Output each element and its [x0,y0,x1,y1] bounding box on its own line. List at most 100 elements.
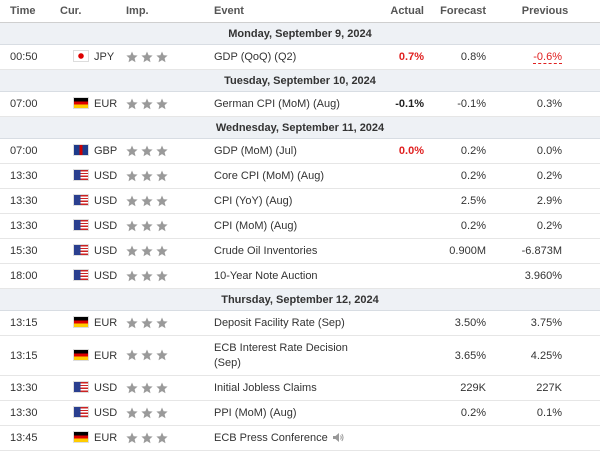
column-header: Event [206,0,365,23]
forecast-cell: 0.900M [428,238,490,264]
event-cell: Crude Oil Inventories [206,238,365,264]
time: 13:30 [0,375,60,401]
importance-star [156,195,168,206]
event-cell: ECB Press Conference [206,425,365,451]
event-row: 15:30 USD Crude Oil Inventories 0.900M -6.87… [0,238,600,264]
event: CPI (MoM) (Aug) [214,219,298,232]
event-cell: ECB Interest Rate Decision (Sep) [206,335,365,376]
event-row: 00:50 JPY GDP (QoQ) (Q2) 0.7% 0.8% -0.6% [0,44,600,70]
importance-star [126,145,138,156]
previous-cell: 0.0% [490,138,600,164]
column-header: Forecast [428,0,490,23]
currency-cell: EUR [60,425,126,451]
event-row: 13:15 EUR Deposit Facility Rate (Sep) 3.50%… [0,310,600,336]
forecast: 0.2% [460,170,486,182]
flag [74,195,88,205]
actual-cell [365,400,428,426]
forecast: 0.8% [460,51,486,63]
actual-cell [365,163,428,189]
currency: EUR [94,349,118,362]
importance-star [141,145,153,156]
currency-cell: USD [60,213,126,239]
actual-cell: 0.0% [365,138,428,164]
time: 15:30 [0,238,60,264]
actual: -0.1% [395,98,424,110]
importance-star [126,98,138,109]
forecast: 3.50% [454,317,486,329]
table-body: Monday, September 9, 2024 00:50 JPY GDP (Qo… [0,22,600,454]
currency: USD [94,382,118,394]
time: 13:30 [0,213,60,239]
currency-cell: EUR [60,91,126,117]
importance [126,425,206,451]
currency: EUR [94,432,118,444]
event-row: 13:30 USD Initial Jobless Claims 229K 227K [0,375,600,401]
currency-cell: USD [60,238,126,264]
importance [126,138,206,164]
importance [126,188,206,214]
currency-cell: JPY [60,44,126,70]
event: Deposit Facility Rate (Sep) [214,316,345,329]
forecast: 3.65% [454,349,486,362]
previous: 0.1% [536,407,562,419]
importance-star [141,317,153,328]
previous-cell: 4.314% [490,450,600,454]
actual-cell [365,425,428,451]
event: Core CPI (MoM) (Aug) [214,169,325,182]
header-row: Time Cur. Imp. Event Actual Forecast Previous [0,0,600,23]
event-row: 07:00 EUR German CPI (MoM) (Aug) -0.1% -0.1%… [0,91,600,117]
previous: 0.2% [536,170,562,182]
importance-star [126,270,138,281]
actual-cell [365,263,428,289]
previous-cell: -6.873M [490,238,600,264]
event: 10-Year Note Auction [214,269,318,282]
importance-star [141,220,153,231]
event: PPI (MoM) (Aug) [214,406,297,419]
actual-cell [365,310,428,336]
flag [74,349,88,360]
currency-cell: USD [60,400,126,426]
event-row: 13:45 EUR ECB Press Conference [0,425,600,451]
importance-star [126,51,138,62]
previous: 0.3% [536,98,562,110]
importance-star [156,382,168,393]
importance-star [156,432,168,443]
event-cell: Core CPI (MoM) (Aug) [206,163,365,189]
previous-cell: 0.2% [490,163,600,189]
importance [126,310,206,336]
importance-star [126,382,138,393]
event: GDP (MoM) (Jul) [214,144,297,157]
time: 13:30 [0,163,60,189]
currency: USD [94,270,118,282]
event-row: 13:30 USD CPI (YoY) (Aug) 2.5% 2.9% [0,188,600,214]
time: 07:00 [0,91,60,117]
actual-cell [365,375,428,401]
event: Crude Oil Inventories [214,244,318,257]
importance [126,375,206,401]
previous-cell: 3.75% [490,310,600,336]
time: 13:45 [0,425,60,451]
time: 18:00 [0,263,60,289]
forecast-cell: 3.50% [428,310,490,336]
date-row: Monday, September 9, 2024 [0,22,600,45]
importance [126,335,206,376]
flag [74,145,88,155]
event-row: 13:30 USD Core CPI (MoM) (Aug) 0.2% 0.2% [0,163,600,189]
forecast: 0.2% [460,145,486,157]
event-cell: 10-Year Note Auction [206,263,365,289]
previous-cell: 0.3% [490,91,600,117]
currency: JPY [94,51,115,63]
flag [74,245,88,255]
forecast-cell: 0.2% [428,400,490,426]
time: 07:00 [0,138,60,164]
previous-cell: 0.1% [490,400,600,426]
actual-cell: -0.1% [365,91,428,117]
importance-star [156,317,168,328]
importance-star [141,382,153,393]
event-cell: German CPI (MoM) (Aug) [206,91,365,117]
forecast: 0.2% [460,220,486,232]
forecast-cell: 0.2% [428,138,490,164]
actual-cell [365,335,428,376]
